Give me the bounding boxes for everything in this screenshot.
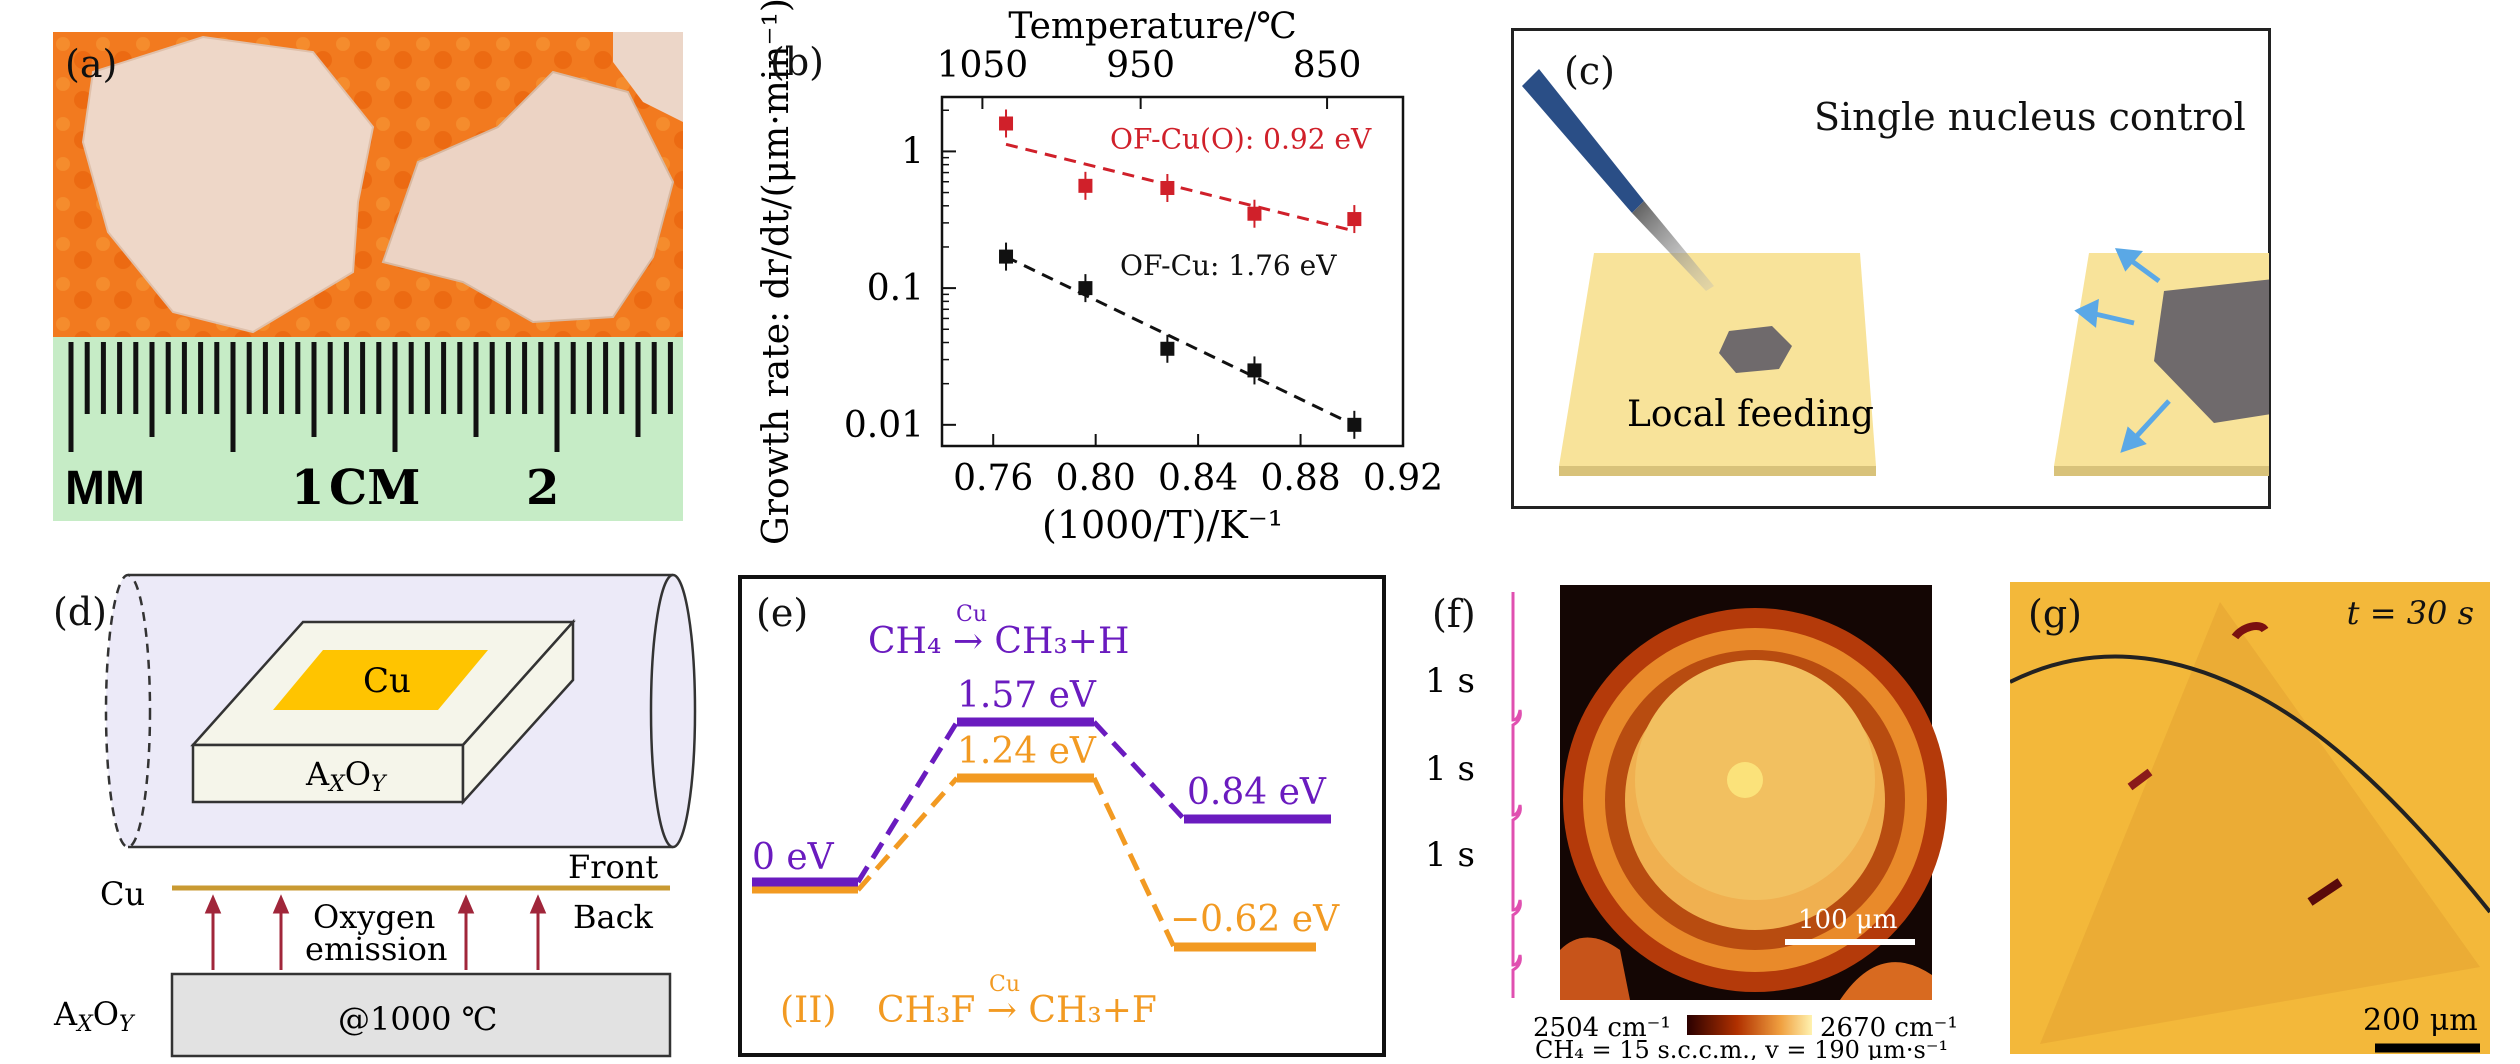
scalebar-f-label: 100 μm	[1798, 905, 1897, 935]
tick-1: 1 s	[1425, 661, 1475, 701]
ruler-ticks	[68, 342, 673, 452]
series-label: OF-Cu(O): 0.92 eV	[1110, 123, 1372, 156]
small-nucleus	[1719, 326, 1792, 373]
panel-label-d: (d)	[53, 590, 107, 634]
data-point	[1347, 212, 1362, 227]
reaction-1: CH₄ → CH₃+H	[868, 621, 1129, 662]
data-point	[1347, 417, 1362, 432]
data-point	[1247, 206, 1262, 221]
reaction-1-catalyst: Cu	[956, 602, 987, 627]
oxide-label: AXOY	[53, 995, 136, 1037]
panel-label-c: (c)	[1564, 49, 1615, 93]
panel-b: (b) 0.76 0.80 0.84 0.88 0.92 0.01 0.1 1 1050 950 8…	[720, 0, 1460, 547]
energy-diagram: Cu CH₄ → CH₃+H 0 eV 1.57 eV 0.84 eV 1.24…	[752, 602, 1340, 1031]
panel-label-b: (b)	[770, 40, 824, 84]
ruler-cm: CM	[329, 460, 420, 516]
panel-e: (e) Cu CH₄ → CH₃+H 0 eV 1.57 eV 0.84 eV …	[738, 575, 1386, 1057]
graphene-flake-left	[81, 35, 375, 334]
top-axis-title: Temperature/℃	[1008, 6, 1296, 47]
reaction-2: CH₃F → CH₃+F	[877, 990, 1157, 1031]
furnace-diagram: Cu AXOY Cu Front Back Oxygen emission @1…	[53, 573, 697, 1058]
level-p-ts: 1.57 eV	[957, 675, 1097, 716]
y-axis-title: Growth rate: dr/dt/(μm·min⁻¹)	[756, 0, 797, 545]
substrate-label: AXOY	[305, 755, 388, 797]
panel-f: (f) 1 s 1 s 1 s 100 μm 2504 cm⁻¹ 2670 cm…	[1420, 580, 1980, 1064]
y-tick-label: 0.1	[867, 268, 924, 309]
oxygen-label: Oxygen	[313, 898, 435, 936]
growth-arrows	[2074, 248, 2171, 453]
reaction-2-catalyst: Cu	[989, 972, 1020, 997]
panel-g: 200 μm (g) t = 30 s	[2009, 582, 2492, 1054]
fit-line	[1005, 142, 1355, 233]
panel-a: MM 1 CM 2 (a)	[53, 32, 683, 521]
level-o-end: −0.62 eV	[1170, 899, 1340, 940]
top-tick-label: 950	[1106, 45, 1175, 86]
data-point	[999, 116, 1014, 131]
data-point	[1247, 363, 1262, 378]
tick-2: 1 s	[1425, 749, 1475, 789]
panel-label-g: (g)	[2028, 592, 2082, 636]
time-label: t = 30 s	[2346, 594, 2474, 632]
panel-d: (d) Cu AXOY Cu Front Back Oxygen emissio…	[48, 570, 708, 1060]
x-axis-title: (1000/T)/K⁻¹	[1042, 503, 1283, 545]
temperature-label: @1000 ℃	[338, 1000, 497, 1038]
colorbar-max: 2670 cm⁻¹	[1820, 1013, 1958, 1043]
tick-3: 1 s	[1425, 835, 1475, 875]
panel-label-f: (f)	[1432, 592, 1476, 636]
plot-frame	[940, 95, 1405, 448]
raman-map: 1 s 1 s 1 s 100 μm 2504 cm⁻¹ 2670 cm⁻¹ C…	[1425, 585, 1958, 1064]
data-point	[1078, 281, 1093, 296]
x-tick-label: 0.88	[1260, 458, 1340, 499]
scalebar-g-label: 200 μm	[2363, 1003, 2478, 1038]
pipette-icon	[1522, 69, 1644, 213]
data-point	[1160, 180, 1175, 195]
fit-line	[1005, 255, 1355, 427]
emission-label: emission	[305, 930, 447, 968]
ruler-1: 1	[291, 460, 324, 516]
front-label: Front	[568, 848, 658, 886]
x-tick-label: 0.76	[953, 458, 1033, 499]
substrate-left	[1559, 253, 1876, 466]
ruler-2: 2	[526, 460, 559, 516]
x-tick-label: 0.92	[1363, 458, 1443, 499]
y-tick-label: 1	[901, 131, 924, 172]
reaction-2-prefix: (II)	[780, 990, 837, 1031]
level-o-ts: 1.24 eV	[957, 731, 1097, 772]
oxide-substrate	[170, 972, 672, 1058]
ruler-mm: MM	[65, 462, 145, 515]
x-tick-label: 0.80	[1056, 458, 1136, 499]
cu-side-label: Cu	[100, 875, 145, 913]
copper-photo: MM 1 CM 2	[53, 32, 683, 521]
x-tick-label: 0.84	[1158, 458, 1238, 499]
emission-arrows	[204, 894, 547, 970]
large-nucleus	[2154, 279, 2269, 423]
data-point	[1160, 341, 1175, 356]
colorbar-min: 2504 cm⁻¹	[1533, 1013, 1671, 1043]
single-nucleus-title: Single nucleus control	[1814, 95, 2246, 139]
level-p-end: 0.84 eV	[1187, 772, 1327, 813]
colorbar	[1687, 1015, 1812, 1035]
pulse-trace	[1511, 592, 1522, 998]
back-label: Back	[573, 898, 654, 936]
data-point	[1078, 178, 1093, 193]
level-p-start: 0 eV	[752, 837, 835, 878]
top-tick-label: 1050	[937, 45, 1029, 86]
top-tick-label: 850	[1293, 45, 1362, 86]
series-label: OF-Cu: 1.76 eV	[1120, 249, 1337, 282]
optical-image: 200 μm	[2009, 582, 2492, 1054]
nucleus-diagram: Local feeding	[1522, 69, 2269, 476]
graphene-triangle	[2040, 602, 2480, 1044]
cu-foil-label: Cu	[363, 661, 411, 701]
data-point	[999, 249, 1014, 264]
local-feeding-label: Local feeding	[1627, 394, 1874, 435]
cu-foil	[273, 650, 488, 710]
growth-conditions: CH₄ = 15 s.c.c.m., v = 190 μm·s⁻¹	[1535, 1036, 1948, 1060]
panel-label-e: (e)	[756, 591, 809, 635]
panel-c: (c) Single nucleus control Local feeding	[1511, 28, 2271, 509]
y-tick-label: 0.01	[844, 405, 924, 446]
panel-label-a: (a)	[65, 42, 118, 86]
growth-rate-chart: 0.76 0.80 0.84 0.88 0.92 0.01 0.1 1 1050 950 850Te…	[756, 0, 1443, 547]
graphene-flake-right	[381, 70, 675, 324]
